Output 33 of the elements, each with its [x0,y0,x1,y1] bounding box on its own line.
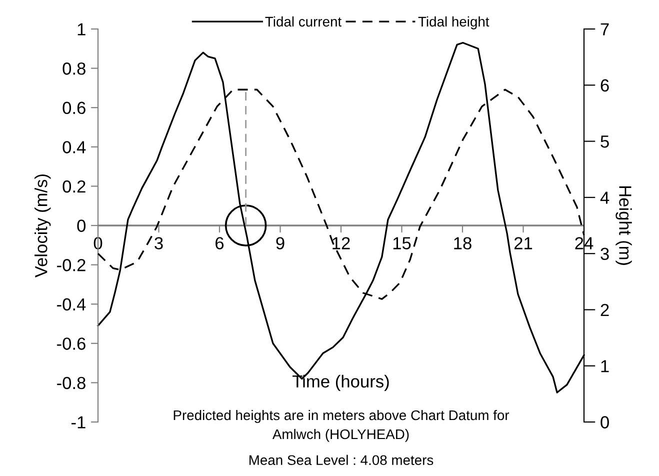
y2-tick-label: 1 [601,360,609,372]
x-tick-label: 3 [154,237,163,250]
y-tick-label: -0.8 [57,376,86,390]
legend-label: Tidal height [418,16,490,30]
y-tick-label: 0.6 [62,102,86,114]
y2-tick-label: 4 [600,192,610,204]
y-tick-label: -0.4 [57,298,86,311]
y-tick-label: 0.2 [62,180,86,193]
y-tick-label: 0 [77,220,86,232]
y-tick-label: 0.8 [62,62,86,75]
y-tick-label: 0.4 [62,141,86,154]
y-tick-label: -0.6 [57,338,86,350]
x-tick-label: 12 [332,237,350,250]
y2-tick-label: 6 [600,79,609,92]
y2-tick-label: 2 [600,304,609,316]
annotation: Predicted heights are in meters above Chart Datum for Amlwch (HOLYHEAD) [174,410,510,442]
y-tick-label: -1 [72,416,86,428]
y2-tick-label: 7 [600,23,609,36]
x-tick-label: 15 [393,237,411,250]
legend-label: Tidal current [265,16,342,27]
y2-tick-label: 3 [600,248,609,260]
y2-tick-label: 0 [600,416,609,428]
x-tick-label: 18 [454,237,472,250]
y-tick-label: 1 [78,23,86,36]
x-tick-label: 9 [276,237,284,250]
x-axis-title: Time (hours) [292,374,389,392]
x-tick-label: 6 [216,237,224,250]
y2-tick-label: 5 [600,136,609,148]
y-axis-title: Velocity (m/s) [34,174,51,278]
x-tick-label: 21 [514,237,532,250]
y2-axis-title: Height (m) [616,186,632,265]
text: Mean Sea Level : 4.08 meters [250,454,434,466]
y-tick-label: -0.2 [57,258,86,272]
